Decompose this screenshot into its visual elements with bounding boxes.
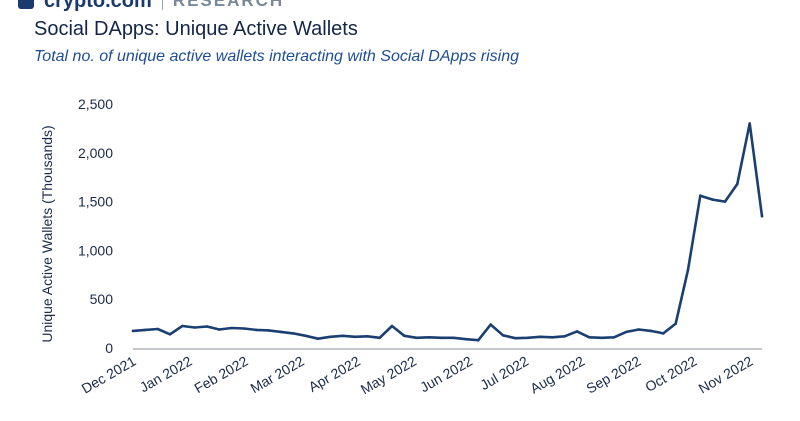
series-line bbox=[131, 122, 764, 342]
data-point bbox=[489, 323, 493, 326]
y-tick-label: 1,500 bbox=[78, 194, 113, 210]
x-tick-label: Jul 2022 bbox=[477, 353, 531, 393]
y-tick-label: 2,500 bbox=[78, 96, 113, 112]
data-point bbox=[477, 338, 480, 342]
x-tick-label: Mar 2022 bbox=[248, 353, 307, 397]
data-point bbox=[526, 336, 529, 340]
data-point bbox=[279, 330, 283, 334]
data-point bbox=[144, 328, 147, 332]
data-point bbox=[181, 324, 184, 328]
y-tick-label: 1,000 bbox=[78, 242, 113, 258]
x-tick-label: Oct 2022 bbox=[642, 353, 699, 395]
data-point bbox=[736, 182, 739, 186]
x-tick-label: Apr 2022 bbox=[306, 353, 363, 395]
data-point bbox=[600, 336, 603, 340]
data-point bbox=[551, 336, 554, 339]
data-point bbox=[699, 194, 702, 197]
data-point bbox=[366, 335, 369, 338]
chart-title: Social DApps: Unique Active Wallets bbox=[34, 18, 358, 40]
data-point bbox=[316, 337, 320, 341]
data-point bbox=[205, 325, 209, 328]
x-tick-label: Aug 2022 bbox=[527, 353, 587, 397]
data-point bbox=[131, 329, 135, 333]
data-point bbox=[674, 322, 677, 325]
brand-logo: crypto.com RESEARCH bbox=[18, 0, 285, 12]
data-point bbox=[649, 329, 653, 333]
data-point bbox=[230, 326, 233, 330]
data-point bbox=[662, 332, 665, 335]
data-point bbox=[514, 336, 517, 340]
data-point bbox=[748, 122, 751, 125]
data-point bbox=[711, 198, 714, 201]
x-tick-label: May 2022 bbox=[358, 353, 419, 398]
x-tick-label: Jan 2022 bbox=[137, 353, 195, 396]
chart-subtitle: Total no. of unique active wallets inter… bbox=[34, 48, 519, 65]
data-point bbox=[637, 328, 640, 331]
brand-name: crypto.com bbox=[44, 0, 152, 12]
data-point bbox=[563, 335, 566, 338]
data-point bbox=[329, 335, 332, 339]
crypto-com-logo-icon bbox=[18, 0, 34, 9]
data-point bbox=[267, 329, 271, 332]
data-point bbox=[452, 336, 456, 340]
brand-divider bbox=[161, 0, 163, 10]
data-point bbox=[304, 334, 308, 338]
y-axis-label: Unique Active Wallets (Thousands) bbox=[39, 125, 55, 342]
data-point bbox=[242, 327, 246, 330]
brand-sub: RESEARCH bbox=[172, 0, 285, 10]
x-tick-label: Nov 2022 bbox=[696, 353, 756, 397]
data-point bbox=[254, 328, 258, 332]
y-tick-label: 500 bbox=[90, 291, 114, 307]
data-point bbox=[538, 335, 542, 339]
data-point bbox=[464, 337, 468, 341]
x-tick-label: Dec 2021 bbox=[79, 353, 139, 397]
y-tick-label: 2,000 bbox=[78, 145, 113, 161]
data-point bbox=[612, 336, 616, 339]
data-point bbox=[403, 334, 406, 338]
x-tick-label: Sep 2022 bbox=[583, 353, 643, 397]
data-point bbox=[588, 336, 591, 339]
data-point bbox=[575, 330, 579, 333]
data-point bbox=[440, 336, 443, 340]
data-point bbox=[292, 332, 295, 335]
data-point bbox=[193, 326, 196, 329]
data-point bbox=[625, 330, 628, 334]
data-point bbox=[156, 327, 159, 331]
x-tick-label: Jun 2022 bbox=[417, 353, 475, 396]
y-tick-label: 0 bbox=[105, 340, 113, 356]
data-point bbox=[723, 200, 727, 203]
data-point bbox=[760, 214, 764, 218]
data-point bbox=[427, 336, 431, 339]
data-point bbox=[390, 324, 394, 328]
data-point bbox=[341, 334, 345, 338]
data-point bbox=[218, 328, 221, 331]
x-tick-label: Feb 2022 bbox=[191, 353, 250, 397]
data-point bbox=[168, 333, 172, 336]
data-point bbox=[686, 268, 690, 272]
data-point bbox=[415, 336, 419, 340]
data-point bbox=[353, 335, 357, 339]
data-point bbox=[501, 334, 505, 337]
data-point bbox=[378, 336, 382, 340]
